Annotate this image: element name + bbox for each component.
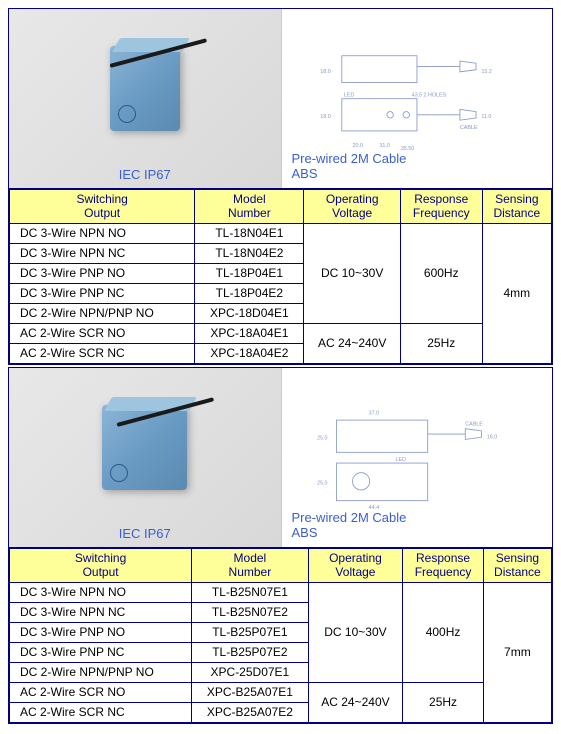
dim-text: CABLE (460, 125, 478, 131)
header-voltage: OperatingVoltage (304, 190, 400, 224)
table-row: AC 2-Wire SCR NO XPC-18A04E1 AC 24~240V … (10, 323, 552, 343)
header-switching: SwitchingOutput (10, 548, 192, 582)
technical-drawing-2: 37.0 16.0 25.0 25.0 44.4 LED CABLE Pre-w… (281, 368, 553, 547)
voltage-ac: AC 24~240V (308, 682, 403, 722)
freq-dc: 400Hz (403, 582, 483, 682)
product-photo-2: IEC IP67 (9, 368, 281, 547)
iec-label: IEC IP67 (119, 526, 171, 541)
dim-text: 37.0 (368, 410, 378, 416)
spec-table-2: SwitchingOutput ModelNumber OperatingVol… (9, 548, 552, 723)
header-sensing: SensingDistance (483, 548, 551, 582)
dim-text: LED (344, 92, 355, 98)
image-panel-1: IEC IP67 18.0 (9, 9, 552, 189)
header-response: ResponseFrequency (403, 548, 483, 582)
product-photo-1: IEC IP67 (9, 9, 281, 188)
freq-ac: 25Hz (400, 323, 482, 363)
header-response: ResponseFrequency (400, 190, 482, 224)
voltage-ac: AC 24~240V (304, 323, 400, 363)
dim-text: 20.0 (352, 143, 362, 149)
header-switching: SwitchingOutput (10, 190, 195, 224)
freq-ac: 25Hz (403, 682, 483, 722)
freq-dc: 600Hz (400, 223, 482, 323)
iec-label: IEC IP67 (119, 167, 171, 182)
dim-text: LED (395, 456, 406, 462)
tech-drawing-svg: 37.0 16.0 25.0 25.0 44.4 LED CABLE (302, 404, 532, 511)
dim-text: 18.0 (320, 69, 330, 75)
header-model: ModelNumber (192, 548, 308, 582)
dim-text: CABLE (465, 421, 483, 427)
sensor-body-icon (110, 46, 180, 131)
dim-text: 25.0 (317, 480, 327, 486)
dim-text: 11.0 (481, 114, 491, 120)
technical-drawing-1: 18.0 15.2 18.0 11.0 20.0 31.0 35.50 43.5… (281, 9, 553, 188)
table-row: DC 3-Wire NPN NO TL-B25N07E1 DC 10~30V 4… (10, 582, 552, 602)
tech-drawing-svg: 18.0 15.2 18.0 11.0 20.0 31.0 35.50 43.5… (302, 45, 532, 152)
sensing-dist: 7mm (483, 582, 551, 722)
header-voltage: OperatingVoltage (308, 548, 403, 582)
voltage-dc: DC 10~30V (308, 582, 403, 682)
spec-table-1: SwitchingOutput ModelNumber OperatingVol… (9, 189, 552, 364)
cable-label: Pre-wired 2M Cable ABS (292, 151, 407, 182)
dim-text: 25.0 (317, 435, 327, 441)
dim-text: 16.0 (487, 434, 497, 440)
table-row: AC 2-Wire SCR NO XPC-B25A07E1 AC 24~240V… (10, 682, 552, 702)
table-row: DC 3-Wire NPN NO TL-18N04E1 DC 10~30V 60… (10, 223, 552, 243)
product-section-1: IEC IP67 18.0 (8, 8, 553, 365)
voltage-dc: DC 10~30V (304, 223, 400, 323)
sensing-dist: 4mm (482, 223, 551, 363)
header-sensing: SensingDistance (482, 190, 551, 224)
cable-label: Pre-wired 2M Cable ABS (292, 510, 407, 541)
dim-text: 15.2 (481, 69, 491, 75)
image-panel-2: IEC IP67 37.0 16.0 25.0 25.0 (9, 368, 552, 548)
dim-text: 43.5 2 HOLES (411, 92, 446, 98)
dim-text: 31.0 (379, 143, 389, 149)
dim-text: 18.0 (320, 114, 330, 120)
header-model: ModelNumber (195, 190, 304, 224)
sensor-body-icon (102, 405, 187, 490)
product-section-2: IEC IP67 37.0 16.0 25.0 25.0 (8, 367, 553, 724)
